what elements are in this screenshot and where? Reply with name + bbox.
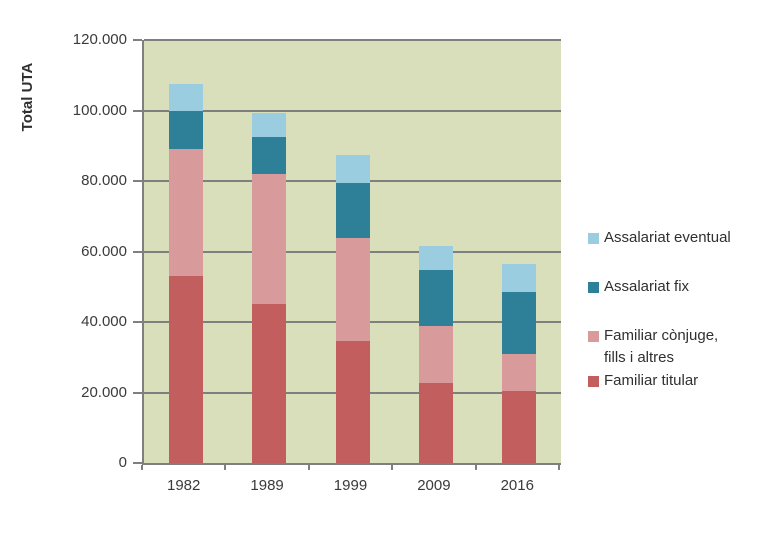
legend-item-familiar-co-njuge-fills-i-altres: Familiar cònjuge, fills i altres: [588, 325, 744, 369]
x-tick-mark: [141, 465, 143, 470]
gridline: [144, 109, 561, 112]
bar-segment-assalariat-eventual: [418, 246, 453, 270]
y-tick-mark: [133, 39, 142, 41]
bar-segment-familiar-co-njuge-fills-i-altres: [168, 149, 203, 277]
y-tick-label: 0: [118, 454, 127, 471]
legend: Assalariat eventual Assalariat fix Familia…: [588, 0, 768, 537]
legend-item-assalariat-fix: Assalariat fix: [588, 276, 689, 298]
y-tick-label: 60.000: [81, 242, 127, 260]
legend-label: Familiar cònjuge, fills i altres: [604, 327, 719, 366]
bar-segment-familiar-co-njuge-fills-i-altres: [502, 353, 537, 391]
y-axis-title: Total UTA: [19, 62, 36, 132]
gridline: [144, 39, 561, 41]
y-tick-label: 40.000: [81, 313, 127, 330]
bar-segment-familiar-titular: [252, 304, 287, 463]
bar-segment-familiar-titular: [168, 276, 203, 463]
legend-swatch-familiar-co-njuge-fills-i-altres: [588, 331, 599, 342]
bar-1989: [252, 40, 287, 463]
x-tick-mark: [558, 465, 560, 470]
y-tick-mark: [133, 109, 142, 112]
legend-item-assalariat-eventual: Assalariat eventual: [588, 227, 731, 249]
bar-segment-familiar-co-njuge-fills-i-altres: [252, 173, 287, 305]
y-tick-label: 120.000: [72, 31, 127, 48]
y-tick-mark: [133, 250, 142, 253]
legend-label: Familiar titular: [604, 372, 699, 389]
y-tick-label: 80.000: [81, 172, 127, 189]
bar-1982: [168, 40, 203, 463]
x-axis-label-2009: 2009: [417, 477, 451, 494]
y-tick-label: 100.000: [72, 101, 127, 119]
bar-segment-assalariat-eventual: [502, 263, 537, 292]
bar-segment-assalariat-eventual: [168, 84, 203, 111]
legend-swatch-familiar-titular: [588, 376, 599, 387]
bar-segment-assalariat-eventual: [335, 154, 370, 184]
bar-2016: [502, 40, 537, 463]
y-tick-mark: [133, 180, 142, 182]
bar-segment-assalariat-fix: [335, 183, 370, 239]
legend-label: Assalariat eventual: [604, 229, 731, 246]
bar-segment-assalariat-fix: [418, 269, 453, 326]
bar-1999: [335, 40, 370, 463]
bar-segment-familiar-co-njuge-fills-i-altres: [418, 325, 453, 383]
bar-segment-assalariat-fix: [252, 137, 287, 174]
bar-2009: [418, 40, 453, 463]
bar-segment-familiar-titular: [335, 341, 370, 463]
x-tick-mark: [391, 465, 394, 470]
bar-segment-assalariat-eventual: [252, 113, 287, 138]
bar-segment-familiar-co-njuge-fills-i-altres: [335, 238, 370, 342]
x-tick-mark: [474, 465, 477, 470]
y-tick-label: 20.000: [81, 383, 127, 401]
y-tick-mark: [133, 462, 142, 464]
x-axis-label-2016: 2016: [500, 477, 534, 494]
x-tick-mark: [307, 465, 310, 470]
bar-segment-assalariat-fix: [502, 291, 537, 354]
legend-item-familiar-titular: Familiar titular: [588, 370, 698, 392]
y-tick-mark: [133, 321, 142, 323]
plot-area: [142, 39, 561, 465]
y-tick-mark: [133, 391, 142, 394]
bar-segment-familiar-titular: [418, 382, 453, 463]
legend-label: Assalariat fix: [604, 278, 690, 295]
bar-segment-assalariat-fix: [168, 110, 203, 150]
x-axis-label-1999: 1999: [333, 477, 368, 494]
x-tick-mark: [224, 465, 227, 470]
legend-swatch-assalariat-eventual: [588, 233, 599, 244]
legend-swatch-assalariat-fix: [588, 282, 599, 293]
x-axis-label-1989: 1989: [250, 477, 284, 494]
x-axis-label-1982: 1982: [167, 477, 201, 494]
bar-segment-familiar-titular: [502, 390, 537, 463]
